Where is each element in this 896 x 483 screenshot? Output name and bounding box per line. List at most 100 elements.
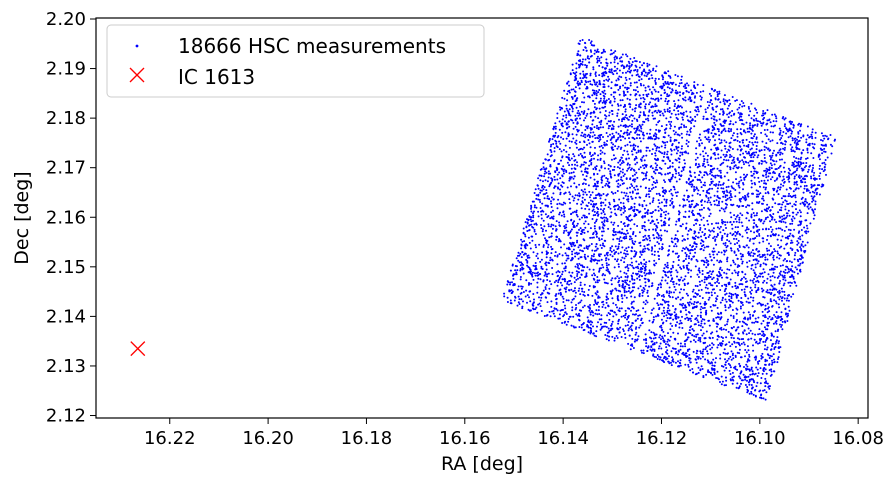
hsc-point <box>803 185 806 187</box>
hsc-point <box>640 78 643 81</box>
hsc-point <box>799 235 801 238</box>
hsc-point <box>641 216 644 219</box>
hsc-point <box>571 195 574 198</box>
hsc-point <box>777 315 780 318</box>
hsc-point <box>570 157 573 160</box>
hsc-point <box>760 394 762 397</box>
hsc-point <box>633 296 636 299</box>
hsc-point <box>736 214 739 217</box>
hsc-point <box>559 288 562 291</box>
hsc-point <box>641 204 644 206</box>
hsc-point <box>550 154 553 157</box>
hsc-point <box>745 228 748 231</box>
hsc-point <box>555 220 558 223</box>
hsc-point <box>667 83 670 86</box>
hsc-point <box>603 152 606 155</box>
hsc-point <box>685 255 688 258</box>
hsc-point <box>708 104 711 107</box>
hsc-point <box>713 203 716 206</box>
hsc-point <box>655 236 658 239</box>
hsc-point <box>599 123 602 126</box>
hsc-point <box>767 228 770 231</box>
hsc-point <box>570 301 573 304</box>
hsc-point <box>562 231 565 234</box>
hsc-point <box>655 166 658 169</box>
hsc-point <box>761 140 764 143</box>
hsc-point <box>677 353 679 356</box>
hsc-point <box>637 270 640 273</box>
hsc-point <box>769 158 772 161</box>
hsc-point <box>716 174 719 177</box>
hsc-point <box>731 285 734 288</box>
hsc-point <box>558 140 561 143</box>
hsc-point <box>712 318 715 321</box>
hsc-point <box>678 85 681 87</box>
hsc-point <box>738 141 741 143</box>
hsc-point <box>598 237 600 240</box>
hsc-point <box>546 197 549 200</box>
hsc-point <box>667 134 670 137</box>
hsc-point <box>700 322 703 325</box>
hsc-point <box>768 321 771 324</box>
hsc-point <box>576 234 578 237</box>
hsc-point <box>624 281 627 284</box>
hsc-point <box>531 239 534 242</box>
hsc-point <box>596 57 598 60</box>
hsc-point <box>670 125 672 127</box>
hsc-point <box>528 266 531 269</box>
hsc-point <box>782 270 785 273</box>
hsc-point <box>684 258 687 260</box>
hsc-point <box>675 245 678 248</box>
hsc-point <box>716 234 719 237</box>
hsc-point <box>566 281 569 283</box>
hsc-point <box>738 232 741 235</box>
hsc-point <box>663 361 666 364</box>
hsc-point <box>652 307 655 310</box>
hsc-point <box>574 75 577 78</box>
hsc-point <box>714 281 717 284</box>
hsc-point <box>777 252 779 255</box>
hsc-point <box>569 242 571 244</box>
hsc-point <box>719 266 722 269</box>
hsc-point <box>796 240 799 243</box>
hsc-point <box>558 213 561 216</box>
hsc-point <box>596 279 599 282</box>
hsc-point <box>630 150 633 153</box>
hsc-point <box>612 148 615 151</box>
hsc-point <box>639 82 642 85</box>
hsc-point <box>812 174 815 177</box>
hsc-point <box>606 122 609 125</box>
hsc-point <box>714 153 716 156</box>
hsc-point <box>567 318 570 320</box>
hsc-point <box>714 239 717 242</box>
hsc-point <box>520 238 523 241</box>
hsc-point <box>600 204 603 207</box>
hsc-point <box>542 188 545 191</box>
hsc-point <box>648 269 651 272</box>
hsc-point <box>740 197 743 200</box>
hsc-point <box>638 231 641 234</box>
hsc-point <box>590 243 593 245</box>
hsc-point <box>745 138 748 141</box>
hsc-point <box>671 202 674 205</box>
hsc-point <box>594 49 596 52</box>
hsc-point <box>564 290 567 293</box>
hsc-point <box>555 303 558 305</box>
hsc-point <box>619 170 622 173</box>
hsc-point <box>559 275 562 278</box>
hsc-point <box>730 247 733 250</box>
hsc-point <box>605 115 608 118</box>
hsc-point <box>756 368 759 371</box>
hsc-point <box>757 190 760 193</box>
hsc-point <box>642 248 645 251</box>
hsc-point <box>521 240 524 243</box>
hsc-point <box>740 258 743 261</box>
hsc-point <box>690 200 693 203</box>
hsc-point <box>605 262 608 265</box>
hsc-point <box>701 279 703 282</box>
hsc-point <box>592 208 595 211</box>
hsc-point <box>660 167 663 170</box>
hsc-point <box>558 224 561 227</box>
hsc-point <box>577 246 580 249</box>
hsc-point <box>645 177 648 180</box>
